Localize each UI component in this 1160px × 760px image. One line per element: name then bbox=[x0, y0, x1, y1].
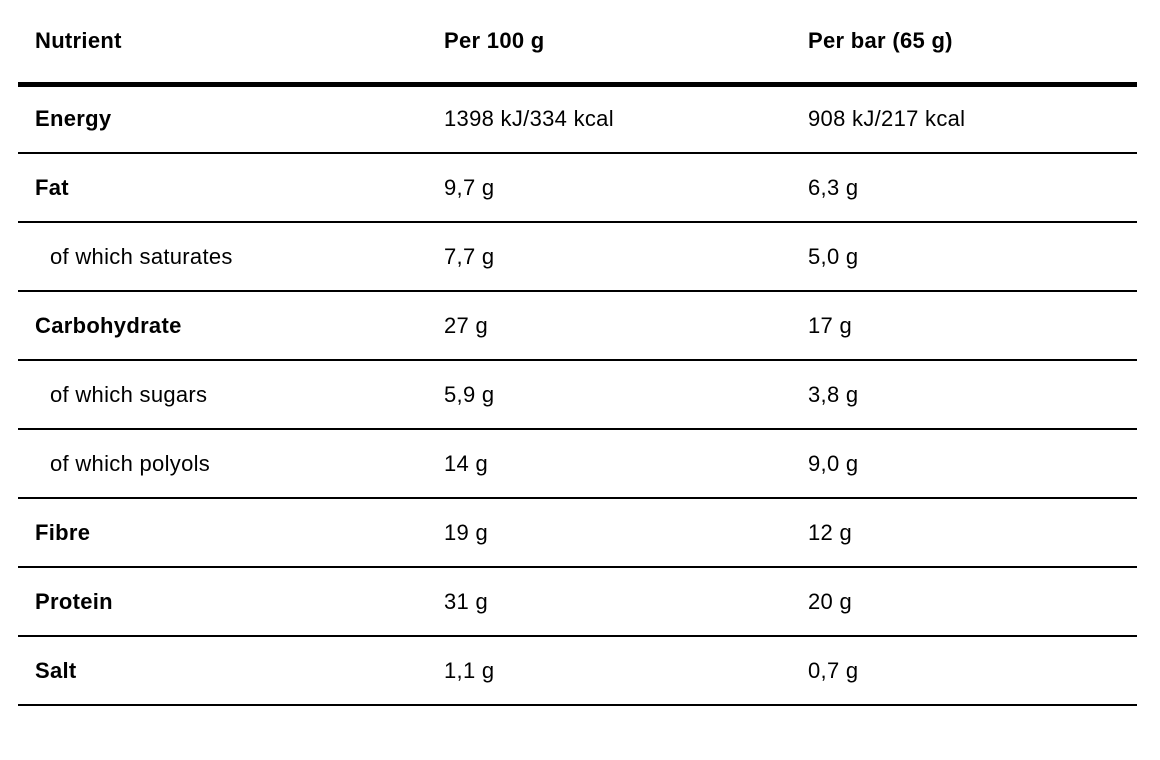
per-100g-value: 1398 kJ/334 kcal bbox=[444, 84, 808, 154]
nutrient-name: Energy bbox=[18, 84, 444, 154]
nutrient-name: Fibre bbox=[18, 498, 444, 568]
per-bar-value: 17 g bbox=[808, 291, 1137, 361]
table-row: Protein 31 g 20 g bbox=[18, 567, 1137, 637]
nutrient-name: Fat bbox=[18, 153, 444, 223]
per-100g-value: 1,1 g bbox=[444, 636, 808, 706]
per-100g-value: 14 g bbox=[444, 429, 808, 499]
header-row: Nutrient Per 100 g Per bar (65 g) bbox=[18, 0, 1137, 87]
table-row: Salt 1,1 g 0,7 g bbox=[18, 636, 1137, 706]
per-bar-value: 12 g bbox=[808, 498, 1137, 568]
nutrient-name: Protein bbox=[18, 567, 444, 637]
per-bar-value: 5,0 g bbox=[808, 222, 1137, 292]
nutrition-table: Nutrient Per 100 g Per bar (65 g) Energy… bbox=[18, 0, 1137, 706]
col-header-per-100g: Per 100 g bbox=[444, 0, 808, 87]
nutrient-name: Carbohydrate bbox=[18, 291, 444, 361]
nutrient-name: Salt bbox=[18, 636, 444, 706]
table-row: Energy 1398 kJ/334 kcal 908 kJ/217 kcal bbox=[18, 84, 1137, 154]
per-100g-value: 27 g bbox=[444, 291, 808, 361]
table-row: Carbohydrate 27 g 17 g bbox=[18, 291, 1137, 361]
col-header-per-bar: Per bar (65 g) bbox=[808, 0, 1137, 87]
per-100g-value: 19 g bbox=[444, 498, 808, 568]
nutrient-name: of which sugars bbox=[18, 360, 444, 430]
per-bar-value: 908 kJ/217 kcal bbox=[808, 84, 1137, 154]
per-bar-value: 0,7 g bbox=[808, 636, 1137, 706]
per-100g-value: 9,7 g bbox=[444, 153, 808, 223]
per-bar-value: 6,3 g bbox=[808, 153, 1137, 223]
per-bar-value: 3,8 g bbox=[808, 360, 1137, 430]
col-header-nutrient: Nutrient bbox=[18, 0, 444, 87]
nutrient-name: of which saturates bbox=[18, 222, 444, 292]
per-bar-value: 20 g bbox=[808, 567, 1137, 637]
per-100g-value: 5,9 g bbox=[444, 360, 808, 430]
per-100g-value: 7,7 g bbox=[444, 222, 808, 292]
nutrient-name: of which polyols bbox=[18, 429, 444, 499]
per-100g-value: 31 g bbox=[444, 567, 808, 637]
table-row: Fat 9,7 g 6,3 g bbox=[18, 153, 1137, 223]
table-row: of which polyols 14 g 9,0 g bbox=[18, 429, 1137, 499]
table-row: of which sugars 5,9 g 3,8 g bbox=[18, 360, 1137, 430]
table-row: of which saturates 7,7 g 5,0 g bbox=[18, 222, 1137, 292]
table-row: Fibre 19 g 12 g bbox=[18, 498, 1137, 568]
per-bar-value: 9,0 g bbox=[808, 429, 1137, 499]
